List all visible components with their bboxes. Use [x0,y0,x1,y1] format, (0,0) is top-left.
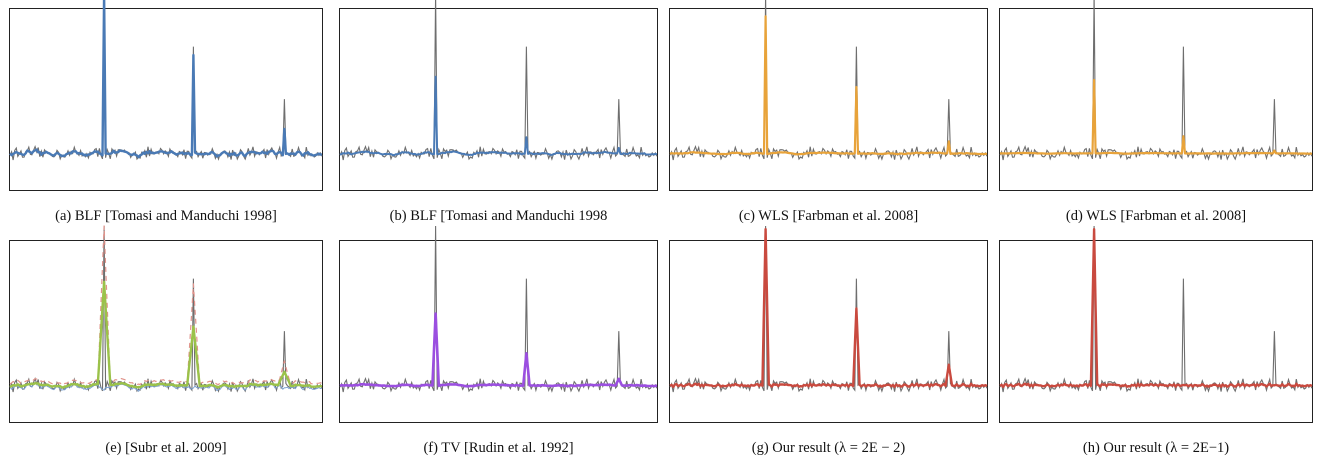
panel-h: (h) Our result (λ = 2E−1) [999,225,1313,460]
plot-frame [669,240,988,423]
plot-frame [9,240,323,423]
panel-c: (c) WLS [Farbman et al. 2008] [669,0,988,228]
plot-frame [999,240,1313,423]
panel-e: (e) [Subr et al. 2009] [9,225,323,460]
plot-tv [339,225,658,423]
caption-c: (c) WLS [Farbman et al. 2008] [738,208,919,224]
caption-e: (e) [Subr et al. 2009] [105,440,227,456]
plot-ours_high [999,225,1313,423]
caption-h: (h) Our result (λ = 2E−1) [1082,440,1230,456]
panel-d: (d) WLS [Farbman et al. 2008] [999,0,1313,228]
plot-frame [339,240,658,423]
filtered-signal-line-0 [1000,78,1313,155]
filtered-signal-line-0 [669,15,988,156]
panel-g: (g) Our result (λ = 2E − 2) [669,225,988,460]
plot-blf_narrow [9,0,323,191]
filtered-signal-line-2 [9,280,323,389]
plot-blf_wide [339,0,658,191]
plot-frame [669,8,988,191]
filtered-signal-line-0 [669,228,988,389]
filtered-signal-line-0 [339,312,658,388]
plot-frame [9,8,323,191]
plot-frame [339,8,658,191]
input-signal-line [669,225,988,393]
filtered-signal-line-0 [9,0,323,159]
caption-b: (b) BLF [Tomasi and Manduchi 1998 [389,208,608,224]
plot-ours_low [669,225,988,423]
caption-d: (d) WLS [Farbman et al. 2008] [1065,208,1247,224]
plot-subr [9,225,323,423]
panel-a: (a) BLF [Tomasi and Manduchi 1998] [9,0,323,228]
filtered-signal-line-0 [999,228,1313,389]
plot-wls_narrow [669,0,988,191]
filtered-signal-line-0 [339,75,658,157]
caption-f: (f) TV [Rudin et al. 1992] [423,440,574,456]
panel-b: (b) BLF [Tomasi and Manduchi 1998 [339,0,658,228]
caption-a: (a) BLF [Tomasi and Manduchi 1998] [55,208,277,224]
plot-frame [999,8,1313,191]
input-signal-line [999,225,1313,393]
caption-g: (g) Our result (λ = 2E − 2) [751,440,906,456]
input-signal-line [999,0,1313,161]
plot-wls_wide [999,0,1313,191]
panel-f: (f) TV [Rudin et al. 1992] [339,225,658,460]
